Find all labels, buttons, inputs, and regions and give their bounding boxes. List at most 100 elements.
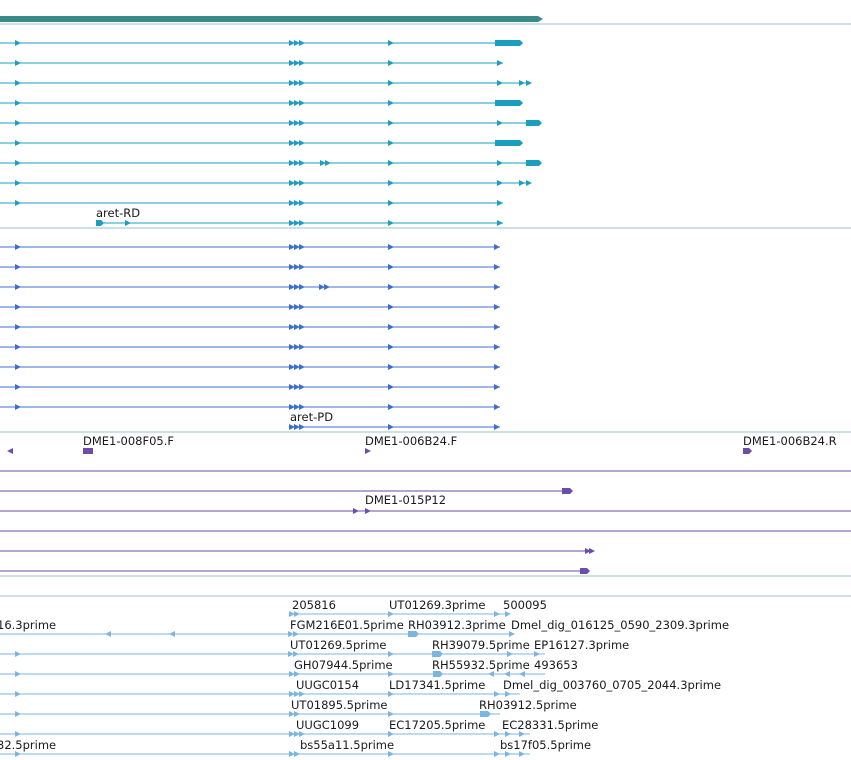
exon-arrow-icon [388, 324, 394, 330]
clone-label-008F05[interactable]: DME1-008F05.F [83, 434, 174, 448]
exon-arrow-icon [299, 180, 305, 186]
exon-arrow-icon [488, 671, 494, 677]
exon-arrow-icon [294, 364, 300, 370]
exon-block [526, 120, 542, 126]
exon-arrow-icon [289, 304, 295, 310]
est-label[interactable]: RH03912.5prime [479, 698, 577, 712]
est-label[interactable]: 32.5prime [0, 738, 56, 752]
exon-arrow-icon [289, 691, 295, 697]
exon-arrow-icon [294, 324, 300, 330]
est-label[interactable]: 493653 [534, 658, 578, 672]
exon-arrow-icon [289, 324, 295, 330]
exon-arrow-icon [294, 304, 300, 310]
est-label[interactable]: RH03912.3prime [408, 618, 506, 632]
est-label[interactable]: 500095 [503, 598, 547, 612]
exon-arrow-icon [289, 751, 295, 757]
est-label[interactable]: bs55a11.5prime [300, 738, 394, 752]
exon-arrow-icon [294, 100, 300, 106]
exon-arrow-icon [388, 651, 394, 657]
est-label[interactable]: bs17f05.5prime [500, 738, 591, 752]
exon-arrow-icon [497, 80, 503, 86]
est-label[interactable]: 16.3prime [0, 618, 56, 632]
exon-block [495, 100, 523, 106]
clone-end-block [83, 448, 93, 454]
est-label[interactable]: EP16127.3prime [534, 638, 629, 652]
exon-arrow-icon [299, 80, 305, 86]
exon-arrow-icon [15, 651, 21, 657]
exon-arrow-icon [494, 384, 500, 390]
exon-arrow-icon [289, 140, 295, 146]
exon-arrow-icon [365, 448, 371, 454]
exon-arrow-icon [388, 120, 394, 126]
est-label[interactable]: EC17205.5prime [389, 718, 485, 732]
exon-arrow-icon [15, 244, 21, 250]
exon-arrow-icon [388, 344, 394, 350]
exon-arrow-icon [15, 160, 21, 166]
exon-arrow-icon [299, 304, 305, 310]
est-label[interactable]: Dmel_dig_016125_0590_2309.3prime [511, 618, 729, 632]
exon-arrow-icon [388, 40, 394, 46]
protein-label-aret-PD[interactable]: aret-PD [290, 410, 333, 424]
exon-arrow-icon [294, 751, 300, 757]
exon-arrow-icon [125, 220, 131, 226]
exon-arrow-icon [299, 284, 305, 290]
est-label[interactable]: UT01269.3prime [389, 598, 486, 612]
exon-arrow-icon [388, 384, 394, 390]
exon-arrow-icon [519, 80, 525, 86]
exon-arrow-icon [15, 200, 21, 206]
est-label[interactable]: UUGC0154 [296, 678, 359, 692]
mrna-label-aret-RD[interactable]: aret-RD [96, 206, 140, 220]
exon-arrow-icon [497, 60, 503, 66]
est-label[interactable]: RH55932.5prime [432, 658, 530, 672]
gene-track [0, 16, 543, 22]
exon-arrow-icon [294, 671, 300, 677]
exon-arrow-icon [365, 508, 371, 514]
exon-arrow-icon [15, 711, 21, 717]
est-label[interactable]: GH07944.5prime [294, 658, 393, 672]
exon-arrow-icon [526, 80, 532, 86]
est-label[interactable]: EC28331.5prime [502, 718, 598, 732]
exon-arrow-icon [15, 671, 21, 677]
exon-arrow-icon [497, 220, 503, 226]
exon-arrow-icon [494, 324, 500, 330]
exon-arrow-icon [294, 284, 300, 290]
exon-arrow-icon [15, 140, 21, 146]
clone-label-006B24R[interactable]: DME1-006B24.R [743, 434, 837, 448]
exon-arrow-icon [294, 80, 300, 86]
est-label[interactable]: UT01269.5prime [290, 638, 387, 652]
exon-arrow-icon [589, 548, 595, 554]
exon-arrow-icon [294, 220, 300, 226]
clone-label-015P12[interactable]: DME1-015P12 [365, 493, 446, 507]
est-label[interactable]: 205816 [292, 598, 336, 612]
exon-arrow-icon [289, 671, 295, 677]
exon-arrow-icon [289, 100, 295, 106]
exon-arrow-icon [294, 244, 300, 250]
est-label[interactable]: UUGC1099 [296, 718, 359, 732]
exon-arrow-icon [519, 731, 525, 737]
exon-block [562, 488, 573, 494]
exon-arrow-icon [294, 691, 300, 697]
exon-arrow-icon [288, 651, 294, 657]
exon-arrow-icon [294, 200, 300, 206]
exon-arrow-icon [15, 264, 21, 270]
est-label[interactable]: RH39079.5prime [432, 638, 530, 652]
exon-arrow-icon [494, 611, 500, 617]
est-label[interactable]: LD17341.5prime [389, 678, 485, 692]
clone-label-006B24F[interactable]: DME1-006B24.F [365, 434, 457, 448]
exon-arrow-icon [289, 404, 295, 410]
exon-arrow-icon [299, 364, 305, 370]
exon-arrow-icon [169, 631, 175, 637]
exon-block [408, 631, 419, 637]
exon-arrow-icon [494, 244, 500, 250]
exon-arrow-icon [294, 40, 300, 46]
exon-arrow-icon [15, 304, 21, 310]
exon-arrow-icon [519, 671, 525, 677]
est-label[interactable]: FGM216E01.5prime [290, 618, 404, 632]
exon-arrow-icon [320, 160, 326, 166]
exon-arrow-icon [299, 691, 305, 697]
est-label[interactable]: Dmel_dig_003760_0705_2044.3prime [503, 678, 721, 692]
exon-arrow-icon [294, 611, 300, 617]
exon-arrow-icon [388, 100, 394, 106]
exon-arrow-icon [289, 264, 295, 270]
est-label[interactable]: UT01895.5prime [291, 698, 388, 712]
